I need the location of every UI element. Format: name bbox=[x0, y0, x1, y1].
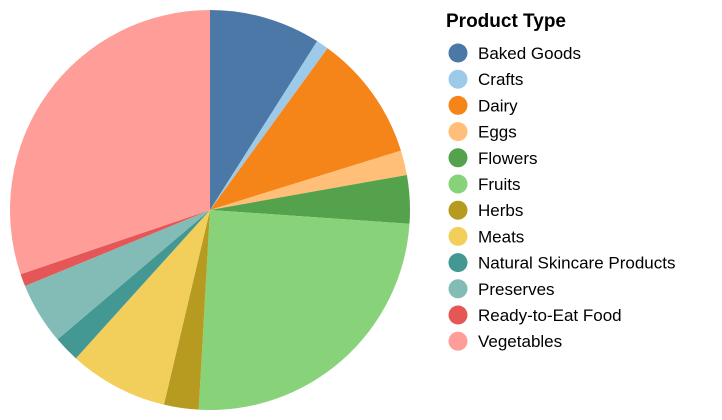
legend-item[interactable]: Dairy bbox=[448, 95, 519, 116]
pie-slice-ready-to-eat-food[interactable] bbox=[20, 210, 210, 286]
legend-label: Ready-to-Eat Food bbox=[478, 306, 622, 325]
pie-slice-preserves[interactable] bbox=[24, 210, 211, 340]
legend-swatch bbox=[448, 200, 468, 220]
legend-item[interactable]: Meats bbox=[448, 226, 525, 247]
legend-label: Fruits bbox=[478, 175, 521, 194]
legend-label: Meats bbox=[478, 227, 524, 246]
legend-swatch bbox=[448, 331, 468, 351]
legend-item[interactable]: Crafts bbox=[448, 69, 524, 90]
legend-label: Crafts bbox=[478, 70, 523, 89]
legend-swatch bbox=[448, 174, 468, 194]
pie-slices bbox=[9, 10, 410, 410]
pie-slice-baked-goods[interactable] bbox=[210, 10, 318, 210]
legend-item[interactable]: Baked Goods bbox=[448, 43, 582, 64]
legend-label: Herbs bbox=[478, 201, 523, 220]
legend-swatch bbox=[448, 226, 468, 246]
legend-swatch bbox=[448, 122, 468, 142]
legend-swatch bbox=[448, 305, 468, 325]
pie-slice-crafts[interactable] bbox=[210, 41, 328, 210]
legend-label: Eggs bbox=[478, 123, 517, 142]
pie-slice-meats[interactable] bbox=[75, 210, 210, 405]
legend-label: Natural Skincare Products bbox=[478, 254, 675, 273]
legend-item[interactable]: Natural Skincare Products bbox=[448, 253, 676, 273]
legend-item[interactable]: Flowers bbox=[448, 148, 538, 168]
legend-item[interactable]: Preserves bbox=[448, 279, 555, 299]
pie-slice-vegetables[interactable] bbox=[9, 10, 211, 275]
pie-slice-dairy[interactable] bbox=[210, 48, 401, 211]
legend-label: Preserves bbox=[478, 280, 555, 299]
legend-swatch bbox=[448, 148, 468, 168]
legend-item[interactable]: Vegetables bbox=[448, 331, 563, 352]
legend: Product Type Baked Goods Crafts Dairy Eggs F… bbox=[446, 11, 675, 351]
legend-items: Baked Goods Crafts Dairy Eggs Flowers Fruits H… bbox=[448, 43, 676, 352]
legend-label: Dairy bbox=[478, 96, 518, 115]
pie-slice-eggs[interactable] bbox=[210, 150, 407, 210]
legend-title: Product Type bbox=[446, 11, 566, 32]
legend-label: Vegetables bbox=[478, 332, 562, 351]
legend-swatch bbox=[448, 253, 468, 273]
legend-swatch bbox=[448, 43, 468, 63]
legend-swatch bbox=[448, 279, 468, 299]
legend-item[interactable]: Ready-to-Eat Food bbox=[448, 305, 622, 326]
legend-swatch bbox=[448, 69, 468, 89]
legend-item[interactable]: Eggs bbox=[448, 122, 517, 142]
legend-label: Baked Goods bbox=[478, 44, 581, 63]
legend-label: Flowers bbox=[478, 149, 538, 168]
pie-slice-fruits[interactable] bbox=[198, 210, 410, 410]
legend-swatch bbox=[448, 95, 468, 115]
legend-item[interactable]: Fruits bbox=[448, 174, 521, 195]
pie-slice-flowers[interactable] bbox=[210, 175, 410, 224]
pie-slice-herbs[interactable] bbox=[163, 210, 210, 410]
legend-item[interactable]: Herbs bbox=[448, 200, 524, 221]
pie-slice-natural-skincare-products[interactable] bbox=[57, 210, 211, 359]
